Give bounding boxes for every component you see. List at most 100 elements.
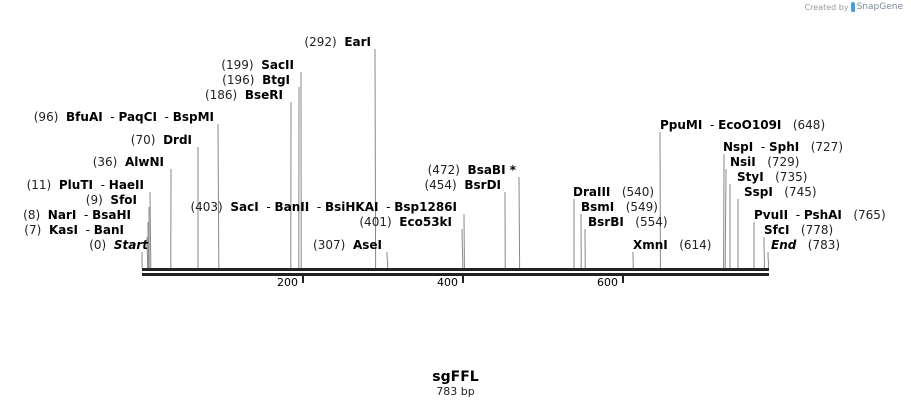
site-label-bsrdi[interactable]: (454) BsrDI: [424, 178, 501, 192]
enzyme-names: AseI: [353, 238, 382, 252]
enzyme-name[interactable]: NarI: [47, 208, 77, 222]
enzyme-name[interactable]: Eco53kI: [399, 215, 452, 229]
site-label-bfuai[interactable]: (96) BfuAI - PaqCI - BspMI: [34, 110, 214, 124]
credit-brand: SnapGene: [856, 2, 903, 12]
cut-site-line: [386, 252, 389, 268]
site-label-nsii[interactable]: NsiI (729): [730, 155, 800, 169]
enzyme-name[interactable]: DrdI: [163, 133, 192, 147]
enzyme-names: KasI - BanI: [49, 223, 124, 237]
enzyme-name[interactable]: BanII: [274, 200, 310, 214]
site-label-bsabi[interactable]: (472) BsaBI *: [428, 163, 516, 177]
name-separator: -: [93, 178, 109, 192]
site-label-saci[interactable]: (403) SacI - BanII - BsiHKAI - Bsp1286I: [190, 200, 457, 214]
enzyme-name[interactable]: BfuAI: [66, 110, 103, 124]
site-label-xmni[interactable]: XmnI (614): [633, 238, 712, 252]
enzyme-name[interactable]: Start: [113, 238, 148, 252]
site-position: (454): [424, 178, 457, 192]
enzyme-names: StyI: [737, 170, 764, 184]
site-label-nspi[interactable]: NspI - SphI (727): [723, 140, 843, 154]
site-label-ppumi[interactable]: PpuMI - EcoO109I (648): [660, 118, 825, 132]
enzyme-name[interactable]: PluTI: [58, 178, 93, 192]
enzyme-name[interactable]: PvuII: [754, 208, 789, 222]
enzyme-names: BsmI: [581, 200, 614, 214]
enzyme-name[interactable]: PshAI: [803, 208, 842, 222]
enzyme-name[interactable]: AlwNI: [125, 155, 164, 169]
enzyme-name[interactable]: EcoO109I: [718, 118, 782, 132]
enzyme-name[interactable]: BsrDI: [464, 178, 501, 192]
enzyme-name[interactable]: SspI: [744, 185, 773, 199]
site-label-sspi[interactable]: SspI (745): [744, 185, 817, 199]
enzyme-names: PluTI - HaeII: [59, 178, 144, 192]
site-label-asei[interactable]: (307) AseI: [313, 238, 382, 252]
tick-mark: [462, 276, 464, 283]
site-label-kasi[interactable]: (7) KasI - BanI: [24, 223, 124, 237]
enzyme-names: SfcI: [764, 223, 789, 237]
site-label-pluti[interactable]: (11) PluTI - HaeII: [27, 178, 144, 192]
enzyme-name[interactable]: SacI: [230, 200, 259, 214]
enzyme-names: BtgI: [262, 73, 290, 87]
site-label-bsmi[interactable]: BsmI (549): [581, 200, 658, 214]
site-label-bseri[interactable]: (186) BseRI: [205, 88, 283, 102]
enzyme-name[interactable]: BseRI: [244, 88, 283, 102]
site-label-sacii[interactable]: (199) SacII: [221, 58, 294, 72]
site-position: (614): [679, 238, 712, 252]
enzyme-name[interactable]: HaeII: [108, 178, 144, 192]
site-label-sfci[interactable]: SfcI (778): [764, 223, 833, 237]
site-position: (729): [767, 155, 800, 169]
site-label-eari[interactable]: (292) EarI: [304, 35, 371, 49]
enzyme-name[interactable]: BsiHKAI: [324, 200, 379, 214]
cut-site-line: [149, 192, 152, 268]
enzyme-name[interactable]: BsrBI: [588, 215, 624, 229]
enzyme-name[interactable]: XmnI: [633, 238, 668, 252]
site-label-nari[interactable]: (8) NarI - BsaHI: [23, 208, 131, 222]
site-label-draiii[interactable]: DraIII (540): [573, 185, 654, 199]
site-label-alwni[interactable]: (36) AlwNI: [93, 155, 164, 169]
enzyme-name[interactable]: Bsp1286I: [394, 200, 457, 214]
enzyme-name[interactable]: BtgI: [262, 73, 290, 87]
snapgene-logo-icon: [850, 2, 855, 12]
enzyme-name[interactable]: EarI: [344, 35, 371, 49]
enzyme-names: XmnI: [633, 238, 668, 252]
site-label-pvuii[interactable]: PvuII - PshAI (765): [754, 208, 886, 222]
enzyme-name[interactable]: PpuMI: [660, 118, 703, 132]
enzyme-name[interactable]: SphI: [769, 140, 800, 154]
enzyme-names: SacI - BanII - BsiHKAI - Bsp1286I: [230, 200, 457, 214]
site-label-styi[interactable]: StyI (735): [737, 170, 807, 184]
site-label-start[interactable]: (0) Start: [89, 238, 148, 252]
enzyme-name[interactable]: AseI: [352, 238, 382, 252]
tick-label: 200: [277, 276, 298, 289]
dna-backbone-top-strand: [142, 268, 769, 271]
name-separator: -: [156, 110, 173, 124]
enzyme-name[interactable]: SfcI: [764, 223, 790, 237]
enzyme-names: BsaBI *: [468, 163, 516, 177]
enzyme-name[interactable]: BsaBI *: [467, 163, 516, 177]
enzyme-name[interactable]: DraIII: [573, 185, 611, 199]
enzyme-names: BseRI: [245, 88, 283, 102]
dna-backbone-bottom-strand: [142, 273, 769, 276]
enzyme-name[interactable]: SacII: [261, 58, 294, 72]
enzyme-name[interactable]: NspI: [723, 140, 754, 154]
enzyme-name[interactable]: BspMI: [172, 110, 214, 124]
credit-prefix: Created by: [804, 2, 849, 12]
site-label-end[interactable]: End (783): [771, 238, 840, 252]
enzyme-name[interactable]: BanI: [93, 223, 124, 237]
site-label-btgi[interactable]: (196) BtgI: [222, 73, 290, 87]
name-separator: -: [258, 200, 275, 214]
site-label-sfoi[interactable]: (9) SfoI: [86, 193, 137, 207]
site-label-bsrbi[interactable]: BsrBI (554): [588, 215, 668, 229]
enzyme-name[interactable]: PaqCI: [118, 110, 157, 124]
enzyme-name[interactable]: BsaHI: [92, 208, 131, 222]
enzyme-name[interactable]: End: [771, 238, 797, 252]
enzyme-name[interactable]: BsmI: [581, 200, 615, 214]
site-position: (554): [635, 215, 668, 229]
site-label-eco53ki[interactable]: (401) Eco53kI: [359, 215, 452, 229]
site-position: (727): [810, 140, 844, 154]
enzyme-name[interactable]: NsiI: [730, 155, 756, 169]
enzyme-name[interactable]: StyI: [737, 170, 764, 184]
enzyme-name[interactable]: SfoI: [110, 193, 137, 207]
enzyme-names: NsiI: [730, 155, 756, 169]
site-label-drdi[interactable]: (70) DrdI: [131, 133, 192, 147]
enzyme-name[interactable]: KasI: [48, 223, 78, 237]
cut-site-line: [146, 237, 149, 268]
